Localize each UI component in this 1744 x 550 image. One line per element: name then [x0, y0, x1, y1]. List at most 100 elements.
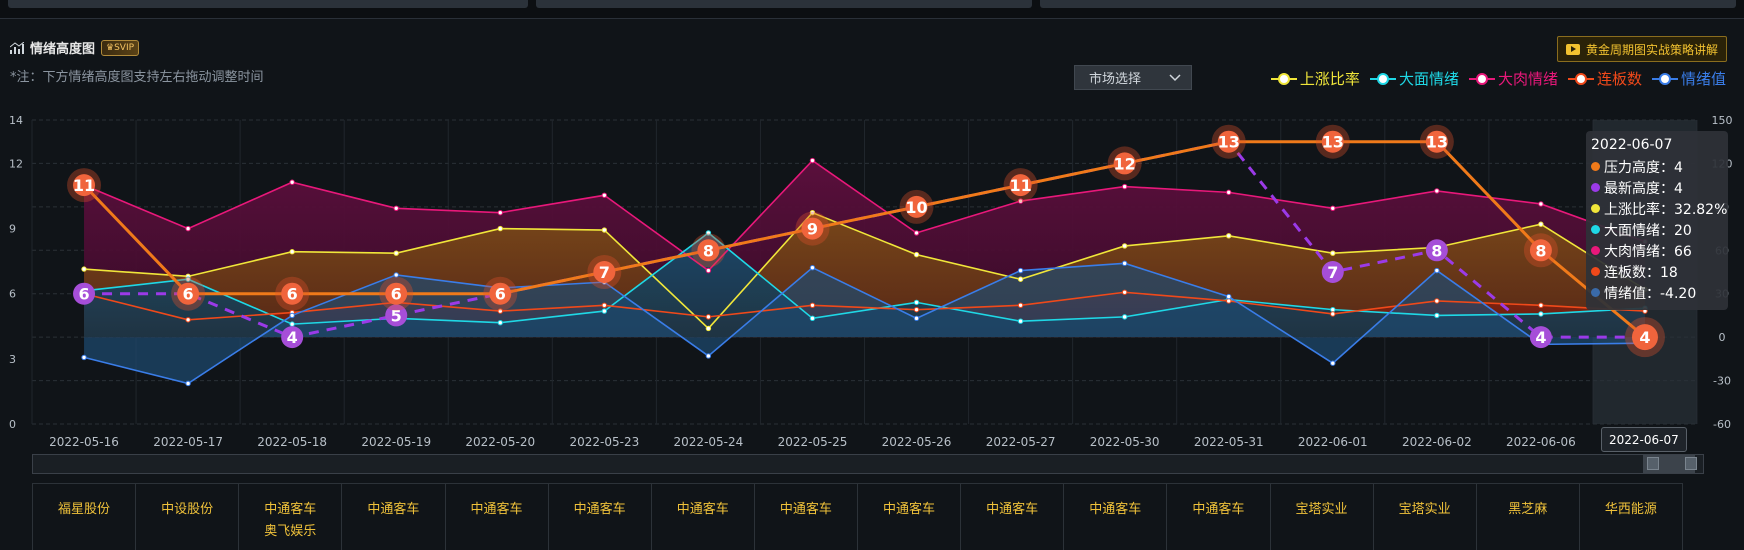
data-point[interactable] [1425, 130, 1448, 153]
data-point[interactable] [1434, 188, 1440, 194]
data-point[interactable] [809, 264, 816, 271]
data-point[interactable] [1434, 267, 1440, 274]
data-point[interactable] [185, 380, 191, 387]
stock-name[interactable]: 中通客车 [264, 502, 317, 517]
data-point[interactable] [1121, 289, 1128, 295]
data-point[interactable] [705, 353, 712, 359]
data-point[interactable] [705, 314, 712, 320]
legend-item[interactable]: 情绪值 [1651, 68, 1726, 89]
data-point[interactable] [809, 315, 816, 322]
data-point[interactable] [73, 174, 96, 197]
data-point[interactable] [913, 230, 920, 236]
stock-name[interactable]: 中通客车 [986, 502, 1039, 517]
legend-item[interactable]: 大面情绪 [1369, 68, 1459, 89]
data-point[interactable] [1121, 243, 1128, 249]
data-point[interactable] [185, 276, 191, 282]
top-tab[interactable] [536, 0, 1032, 8]
data-point[interactable] [81, 354, 87, 361]
stock-name[interactable]: 中通客车 [367, 502, 420, 517]
stock-name[interactable]: 黑芝麻 [1508, 502, 1548, 517]
data-point[interactable] [601, 227, 608, 233]
data-point[interactable] [809, 157, 816, 164]
emotion-height-chart[interactable]: 6 4 5 7 8 4 11 6 6 6 6 7 8 9 10 11 12 13 13 13 8 4 0 3 6 9 12 14 -60… [0, 100, 1744, 460]
data-point[interactable] [1529, 239, 1552, 262]
data-point[interactable] [697, 239, 720, 262]
data-point[interactable] [809, 209, 816, 216]
data-point[interactable] [185, 225, 191, 232]
data-point[interactable] [81, 266, 87, 272]
data-point[interactable] [281, 326, 304, 349]
data-point[interactable] [1425, 239, 1448, 262]
market-select[interactable]: 市场选择 [1074, 65, 1192, 90]
data-point[interactable] [913, 315, 920, 322]
stock-name[interactable]: 宝塔实业 [1295, 502, 1348, 517]
data-point[interactable] [289, 321, 295, 327]
data-point[interactable] [289, 312, 295, 319]
legend-item[interactable]: 连板数 [1567, 68, 1642, 89]
stock-name[interactable]: 中通客车 [573, 502, 626, 517]
data-point[interactable] [1226, 233, 1232, 239]
data-point[interactable] [393, 272, 399, 278]
data-point[interactable] [385, 282, 408, 305]
stock-name[interactable]: 华西能源 [1604, 502, 1657, 517]
stock-name[interactable]: 福星股份 [58, 502, 111, 517]
data-point[interactable] [1226, 298, 1232, 304]
data-point[interactable] [177, 282, 200, 305]
data-point[interactable] [801, 217, 824, 240]
data-point[interactable] [1538, 201, 1544, 207]
data-point[interactable] [1113, 152, 1136, 175]
data-point[interactable] [601, 308, 608, 314]
promo-button[interactable]: 黄金周期图实战策略讲解 [1556, 36, 1727, 62]
data-point[interactable] [913, 251, 920, 258]
data-point[interactable] [393, 250, 399, 256]
stock-name[interactable]: 奥飞娱乐 [264, 524, 317, 539]
data-point[interactable] [1529, 326, 1552, 349]
data-point[interactable] [1017, 198, 1024, 204]
stock-name[interactable]: 中通客车 [1089, 502, 1142, 517]
data-point[interactable] [1321, 130, 1344, 153]
data-point[interactable] [1330, 205, 1336, 212]
data-point[interactable] [497, 308, 503, 314]
legend-item[interactable]: 大肉情绪 [1468, 68, 1558, 89]
data-point[interactable] [1009, 174, 1032, 197]
data-point[interactable] [1017, 267, 1024, 274]
data-point[interactable] [185, 317, 191, 323]
data-point[interactable] [705, 325, 712, 332]
data-point[interactable] [385, 304, 408, 327]
stock-name[interactable]: 中通客车 [779, 502, 832, 517]
data-point[interactable] [1330, 306, 1336, 313]
data-point[interactable] [593, 261, 616, 283]
legend-item[interactable]: 上涨比率 [1270, 68, 1360, 89]
data-point[interactable] [905, 195, 928, 218]
data-point[interactable] [1330, 360, 1336, 366]
data-point[interactable] [1538, 221, 1544, 227]
data-point[interactable] [489, 282, 512, 305]
data-point[interactable] [393, 205, 399, 212]
data-point[interactable] [1121, 260, 1128, 267]
data-point[interactable] [1226, 189, 1232, 196]
data-point[interactable] [1538, 311, 1544, 317]
data-point[interactable] [497, 319, 503, 326]
slider-handle-left[interactable] [1647, 457, 1659, 470]
stock-name[interactable]: 中通客车 [470, 502, 523, 517]
data-point[interactable] [1217, 130, 1240, 153]
data-point[interactable] [1434, 312, 1440, 319]
data-point[interactable] [1330, 250, 1336, 256]
stock-name[interactable]: 中通客车 [883, 502, 936, 517]
data-point[interactable] [705, 230, 712, 236]
stock-name[interactable]: 中通客车 [1192, 502, 1245, 517]
data-point[interactable] [73, 282, 96, 305]
data-point[interactable] [281, 282, 304, 305]
data-point[interactable] [289, 179, 295, 185]
top-tab[interactable] [8, 0, 528, 8]
stock-name[interactable]: 中设股份 [161, 502, 214, 517]
top-tab[interactable] [1040, 0, 1736, 8]
data-point[interactable] [1434, 298, 1440, 304]
data-point[interactable] [497, 209, 503, 216]
time-range-slider[interactable] [32, 454, 1704, 474]
data-point[interactable] [289, 249, 295, 255]
data-point[interactable] [1321, 261, 1344, 283]
data-point[interactable] [1121, 183, 1128, 190]
data-point[interactable] [1017, 302, 1024, 308]
data-point[interactable] [913, 299, 920, 306]
